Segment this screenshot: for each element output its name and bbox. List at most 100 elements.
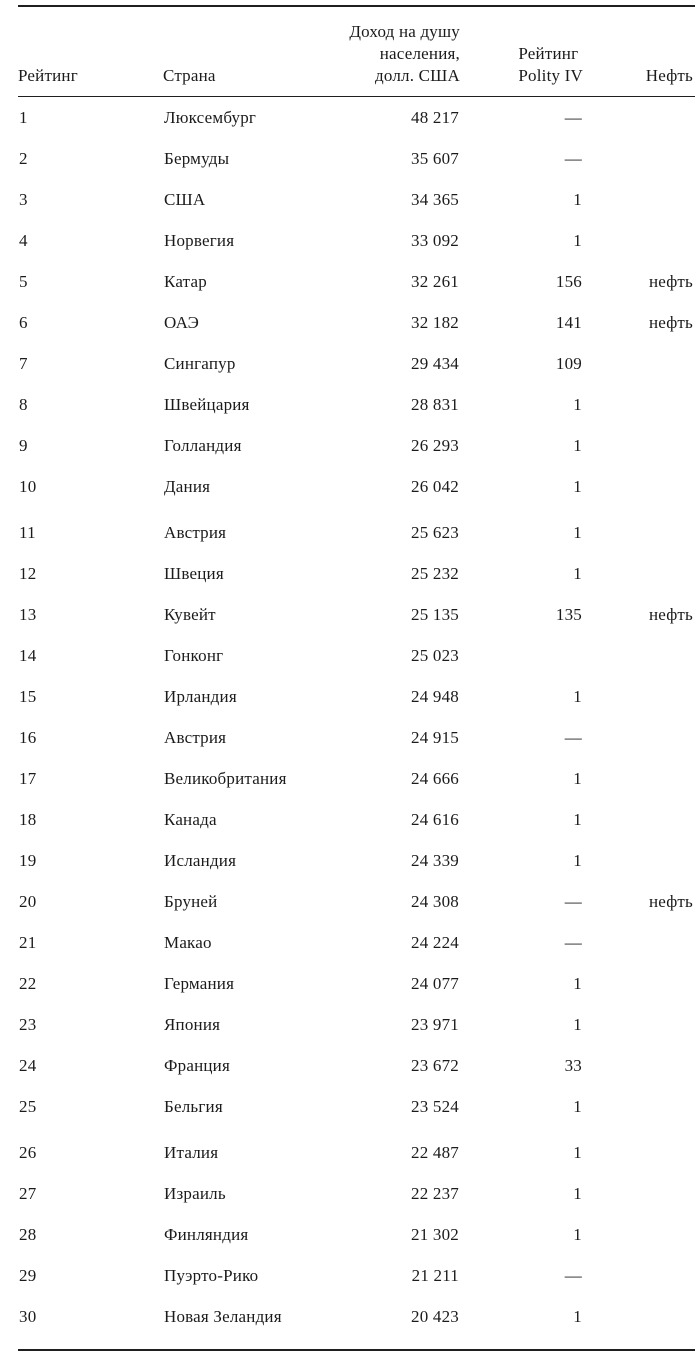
table-row: 12 Швеция 25 232 1 <box>18 553 695 594</box>
oil-cell <box>583 1173 695 1214</box>
income-cell: 21 211 <box>411 1266 459 1285</box>
oil-cell <box>583 963 695 1004</box>
income-cell: 25 135 <box>411 605 459 624</box>
table-row: 3 США 34 365 1 <box>18 179 695 220</box>
table-row: 29 Пуэрто-Рико 21 211 — <box>18 1255 695 1296</box>
column-header-income-line-3: долл. США <box>375 66 460 85</box>
country-cell: Сингапур <box>164 354 236 373</box>
income-cell: 25 623 <box>411 523 459 542</box>
income-cell: 29 434 <box>411 354 459 373</box>
table-row: 15 Ирландия 24 948 1 <box>18 676 695 717</box>
income-cell: 21 302 <box>411 1225 459 1244</box>
rank-cell: 24 <box>19 1056 37 1075</box>
income-cell: 24 666 <box>411 769 459 788</box>
income-cell: 20 423 <box>411 1307 459 1326</box>
column-header-income-line-1: Доход на душу <box>349 22 460 41</box>
country-cell: Финляндия <box>164 1225 249 1244</box>
country-cell: Пуэрто-Рико <box>164 1266 259 1285</box>
income-cell: 24 616 <box>411 810 459 829</box>
table-row: 5 Катар 32 261 156 нефть <box>18 261 695 302</box>
oil-cell <box>583 1086 695 1127</box>
table-row: 19 Исландия 24 339 1 <box>18 840 695 881</box>
polity-cell: 141 <box>555 313 582 332</box>
oil-cell <box>583 922 695 963</box>
rank-cell: 2 <box>19 149 28 168</box>
table-row: 20 Бруней 24 308 — нефть <box>18 881 695 922</box>
polity-cell: 1 <box>573 769 582 788</box>
country-cell: Швейцария <box>164 395 250 414</box>
income-cell: 48 217 <box>411 108 459 127</box>
oil-cell <box>583 384 695 425</box>
table-row: 1 Люксембург 48 217 — <box>18 97 695 139</box>
oil-cell <box>583 220 695 261</box>
oil-cell <box>583 343 695 384</box>
oil-cell <box>583 717 695 758</box>
rank-cell: 20 <box>19 892 37 911</box>
oil-cell <box>583 507 695 553</box>
country-cell: США <box>164 190 206 209</box>
polity-cell: 1 <box>573 395 582 414</box>
income-cell: 25 232 <box>411 564 459 583</box>
table-row: 25 Бельгия 23 524 1 <box>18 1086 695 1127</box>
rank-cell: 29 <box>19 1266 37 1285</box>
oil-cell <box>583 1127 695 1173</box>
country-cell: Новая Зеландия <box>164 1307 282 1326</box>
table-row: 18 Канада 24 616 1 <box>18 799 695 840</box>
polity-cell: 1 <box>573 523 582 542</box>
oil-cell <box>583 676 695 717</box>
income-ranking-table: Рейтинг Страна Доход на душу населения, … <box>18 5 695 1351</box>
polity-cell: 1 <box>573 564 582 583</box>
rank-cell: 6 <box>19 313 28 332</box>
polity-cell: 135 <box>555 605 582 624</box>
oil-cell: нефть <box>648 313 693 332</box>
polity-cell: 1 <box>573 974 582 993</box>
income-cell: 24 915 <box>411 728 459 747</box>
column-header-polity-line-2: Polity IV <box>518 66 583 85</box>
rank-cell: 26 <box>19 1143 37 1162</box>
table-row: 4 Норвегия 33 092 1 <box>18 220 695 261</box>
table-row: 2 Бермуды 35 607 — <box>18 138 695 179</box>
income-cell: 26 042 <box>411 477 459 496</box>
rank-cell: 14 <box>19 646 37 665</box>
rank-cell: 7 <box>19 354 28 373</box>
country-cell: Норвегия <box>164 231 235 250</box>
polity-cell: 1 <box>573 1184 582 1203</box>
country-cell: Люксембург <box>164 108 257 127</box>
polity-cell: 109 <box>555 354 582 373</box>
oil-cell <box>583 97 695 139</box>
country-cell: Италия <box>164 1143 219 1162</box>
table-row: 22 Германия 24 077 1 <box>18 963 695 1004</box>
oil-cell <box>583 553 695 594</box>
oil-cell <box>583 1214 695 1255</box>
polity-cell: 1 <box>573 1097 582 1116</box>
table-row: 8 Швейцария 28 831 1 <box>18 384 695 425</box>
income-cell: 24 948 <box>411 687 459 706</box>
rank-cell: 16 <box>19 728 37 747</box>
rank-cell: 1 <box>19 108 28 127</box>
income-cell: 28 831 <box>411 395 459 414</box>
income-cell: 23 672 <box>411 1056 459 1075</box>
column-header-oil-label: Нефть <box>645 66 693 85</box>
polity-cell <box>460 635 583 676</box>
table-row: 9 Голландия 26 293 1 <box>18 425 695 466</box>
oil-cell <box>583 179 695 220</box>
column-header-income-line-2: населения, <box>379 44 460 63</box>
rank-cell: 9 <box>19 436 28 455</box>
oil-cell: нефть <box>648 892 693 911</box>
rank-cell: 8 <box>19 395 28 414</box>
oil-cell: нефть <box>648 272 693 291</box>
rank-cell: 28 <box>19 1225 37 1244</box>
table-row: 27 Израиль 22 237 1 <box>18 1173 695 1214</box>
income-cell: 24 339 <box>411 851 459 870</box>
polity-cell: — <box>564 149 582 168</box>
table-row: 21 Макао 24 224 — <box>18 922 695 963</box>
oil-cell <box>583 635 695 676</box>
country-cell: Япония <box>164 1015 221 1034</box>
table-row: 10 Дания 26 042 1 <box>18 466 695 507</box>
rank-cell: 22 <box>19 974 37 993</box>
oil-cell <box>583 138 695 179</box>
oil-cell <box>583 425 695 466</box>
column-header-polity-line-1: Рейтинг <box>518 44 579 63</box>
rank-cell: 25 <box>19 1097 37 1116</box>
polity-cell: 1 <box>573 231 582 250</box>
